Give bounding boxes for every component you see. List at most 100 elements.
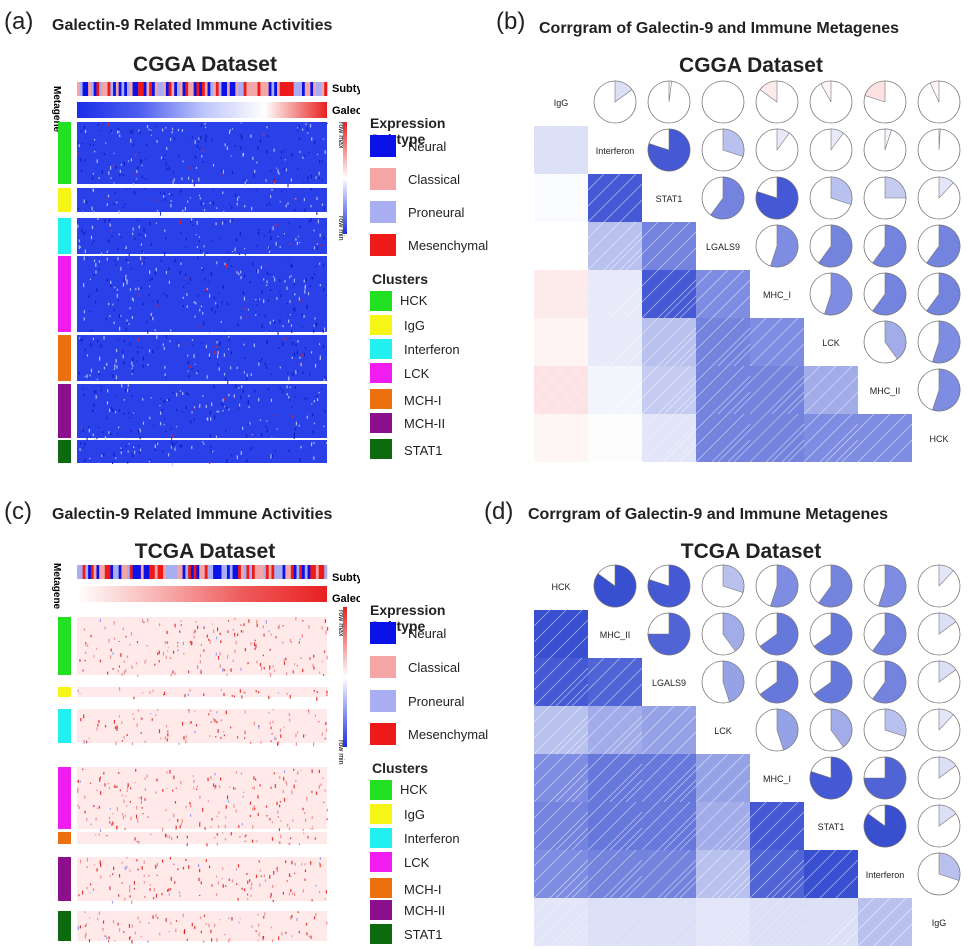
heatmap-cell (233, 787, 235, 790)
corrgram-shade-cell (858, 414, 912, 462)
heatmap-cell (105, 142, 107, 144)
heatmap-cell (156, 335, 158, 340)
heatmap-cell (96, 437, 98, 440)
heatmap-cell (132, 357, 134, 362)
heatmap-cell (210, 445, 212, 448)
heatmap-cell (89, 457, 91, 460)
subtype-cell (82, 565, 86, 579)
heatmap-cell (202, 441, 204, 443)
heatmap-cell (134, 190, 136, 195)
heatmap-cell (154, 329, 156, 332)
heatmap-cell (157, 347, 159, 349)
heatmap-cell (108, 302, 110, 306)
heatmap-cell (139, 436, 141, 440)
heatmap-cell (191, 922, 193, 927)
heatmap-cell (135, 287, 137, 291)
heatmap-cell (125, 388, 127, 392)
heatmap-cell (288, 873, 291, 877)
heatmap-cell (198, 177, 200, 182)
heatmap-cell (228, 393, 230, 397)
heatmap-cell (251, 882, 253, 886)
heatmap-cell (257, 913, 259, 916)
heatmap-cell (270, 893, 272, 896)
heatmap-cell (173, 813, 175, 818)
heatmap-cell (312, 663, 314, 668)
heatmap-cell (117, 127, 119, 131)
heatmap-cell (324, 737, 326, 740)
heatmap-cell (199, 797, 201, 799)
heatmap-cell (246, 458, 248, 463)
heatmap-cell (95, 647, 98, 650)
corrgram-pie-slice (884, 320, 907, 360)
heatmap-cell (125, 327, 127, 332)
heatmap-cell (156, 709, 159, 711)
heatmap-cell (259, 360, 261, 363)
heatmap-cell (269, 665, 271, 670)
heatmap-cell (175, 928, 177, 933)
subtype-cell (132, 565, 136, 579)
heatmap-cell (127, 783, 129, 788)
heatmap-cell (205, 344, 208, 349)
heatmap-cell (192, 344, 194, 346)
heatmap-cell (203, 940, 205, 943)
heatmap-cell (215, 875, 218, 878)
corrgram-hatch (534, 413, 551, 431)
corrgram-shade-cell (642, 318, 696, 366)
heatmap-cell (90, 892, 92, 894)
heatmap-cell (85, 923, 87, 927)
subtype-cell (140, 565, 144, 579)
heatmap-cell (137, 429, 140, 434)
legend-a-swatch-stat1 (370, 439, 392, 459)
heatmap-cell (229, 129, 231, 132)
heatmap-cell (84, 659, 86, 662)
heatmap-cell (226, 459, 228, 463)
corrgram-shade-cell (642, 222, 696, 270)
heatmap-block-hck (77, 617, 327, 675)
heatmap-cell (141, 807, 143, 809)
heatmap-cell (129, 307, 131, 310)
heatmap-cell (258, 298, 261, 301)
heatmap-cell (107, 389, 109, 393)
heatmap-cell (82, 429, 84, 432)
heatmap-cell (129, 643, 131, 646)
heatmap-cell (202, 202, 204, 205)
heatmap-cell (255, 644, 257, 648)
heatmap-cell (173, 442, 175, 446)
heatmap-cell (97, 123, 99, 126)
corrgram-hatch (534, 173, 567, 207)
heatmap-block-igg (77, 188, 327, 212)
heatmap-cell (231, 128, 234, 130)
heatmap-cell (190, 814, 192, 817)
heatmap-cell (160, 421, 162, 426)
heatmap-cell (132, 129, 134, 132)
heatmap-cell (122, 815, 125, 820)
heatmap-cell (296, 664, 298, 667)
heatmap-cell (199, 894, 201, 897)
heatmap-cell (318, 343, 321, 346)
heatmap-cell (127, 160, 130, 162)
corrgram-pie-slice (872, 660, 907, 704)
corrgram-pie-slice (755, 176, 799, 220)
heatmap-cell (163, 693, 165, 696)
heatmap-cell (256, 623, 258, 628)
heatmap-cell (199, 821, 201, 824)
corrgram-pie-slice (929, 80, 940, 103)
heatmap-cell (226, 654, 229, 659)
heatmap-cell (278, 172, 280, 175)
heatmap-cell (292, 670, 294, 674)
legend-a-swatch-hck (370, 291, 392, 311)
heatmap-cell (209, 640, 211, 644)
heatmap-cell (323, 801, 325, 803)
subtype-cell (77, 565, 81, 579)
heatmap-cell (325, 890, 328, 894)
corrgram-hatch (555, 897, 605, 946)
heatmap-cell (109, 223, 111, 227)
corrgram-shade-cell (804, 898, 858, 946)
corrgram-hatch (534, 801, 583, 851)
heatmap-cell (109, 886, 111, 891)
heatmap-cell (228, 917, 230, 920)
heatmap-cell (250, 894, 252, 897)
heatmap-cell (298, 124, 300, 128)
heatmap-cell (222, 403, 224, 408)
heatmap-cell (78, 806, 80, 809)
